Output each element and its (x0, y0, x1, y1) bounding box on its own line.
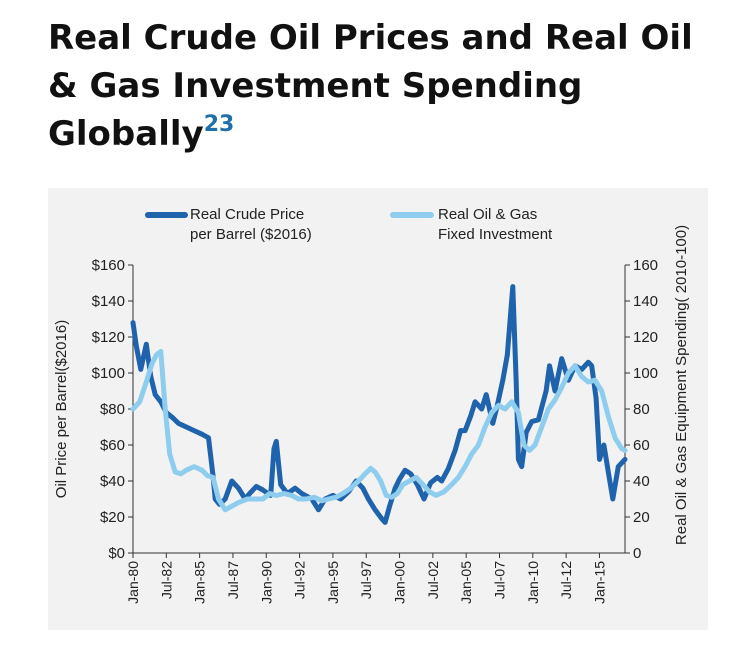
x-tick-label: Jan-80 (125, 561, 141, 604)
x-tick-label: Jan-95 (325, 561, 341, 604)
chart-axes: $0 $20 $40 $60 $80 $100 $120 $140 $160 0 20 40 60 80 1… (53, 225, 690, 604)
chart-title-text: Real Crude Oil Prices and Real Oil & Gas… (48, 18, 693, 154)
legend-item-fixed-investment: Real Oil & Gas Fixed Investment (390, 206, 553, 243)
x-tick-label: Jul-92 (292, 561, 308, 599)
chart-title: Real Crude Oil Prices and Real Oil & Gas… (48, 14, 728, 158)
y-tick-label-left: $80 (100, 401, 125, 418)
y-tick-label-right: 160 (633, 257, 658, 274)
x-tick-label: Jul-97 (358, 561, 374, 599)
y-tick-label-left: $120 (92, 329, 125, 346)
y-tick-label-right: 140 (633, 293, 658, 310)
x-tick-label: Jul-02 (425, 561, 441, 599)
legend-label-line2: Fixed Investment (438, 226, 553, 243)
y-tick-label-right: 40 (633, 473, 650, 490)
y-tick-label-right: 120 (633, 329, 658, 346)
y-tick-label-right: 0 (633, 545, 641, 562)
y-tick-label-right: 60 (633, 437, 650, 454)
y-tick-label-left: $0 (108, 545, 125, 562)
x-tick-label: Jan-05 (458, 561, 474, 604)
y-tick-label-left: $60 (100, 437, 125, 454)
chart-legend: Real Crude Price per Barrel ($2016) Real O… (145, 206, 553, 243)
y-tick-label-left: $20 (100, 509, 125, 526)
y-tick-label-left: $140 (92, 293, 125, 310)
chart-lines (130, 284, 628, 525)
x-tick-label: Jan-00 (392, 561, 408, 604)
legend-label-line1: Real Crude Price (190, 206, 304, 223)
y-tick-label-left: $40 (100, 473, 125, 490)
x-tick-label: Jul-82 (158, 561, 174, 599)
x-tick-label: Jan-85 (192, 561, 208, 604)
y-tick-label-right: 20 (633, 509, 650, 526)
x-tick-label: Jan-90 (258, 561, 274, 604)
x-tick-label: Jan-15 (591, 561, 607, 604)
legend-item-crude-price: Real Crude Price per Barrel ($2016) (145, 206, 312, 243)
chart-panel: Real Crude Price per Barrel ($2016) Real O… (48, 188, 708, 630)
y-tick-label-left: $100 (92, 365, 125, 382)
x-tick-label: Jul-12 (558, 561, 574, 599)
y-tick-label-right: 100 (633, 365, 658, 382)
x-tick-label: Jan-10 (525, 561, 541, 604)
x-tick-label: Jul-87 (225, 561, 241, 599)
x-tick-label: Jul-07 (492, 561, 508, 599)
legend-label-line1: Real Oil & Gas (438, 206, 537, 223)
legend-label-line2: per Barrel ($2016) (190, 226, 312, 243)
y-axis-label-left: Oil Price per Barrel($2016) (53, 320, 70, 498)
series-line-fixed-investment (130, 348, 628, 513)
y-tick-label-left: $160 (92, 257, 125, 274)
y-tick-label-right: 80 (633, 401, 650, 418)
y-axis-label-right: Real Oil & Gas Equipment Spending( 2010-… (673, 225, 690, 545)
chart-svg: Real Crude Price per Barrel ($2016) Real O… (53, 206, 690, 604)
footnote-superscript: 23 (203, 112, 235, 137)
